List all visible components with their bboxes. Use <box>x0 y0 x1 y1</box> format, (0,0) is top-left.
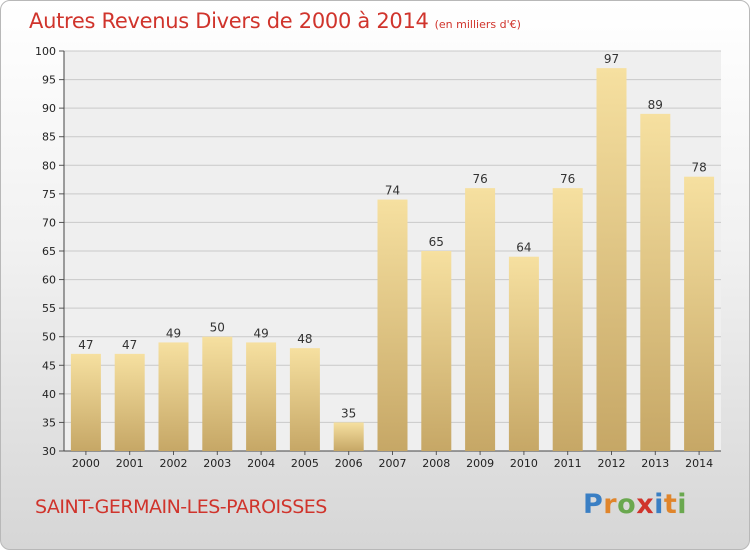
logo-letter: o <box>617 489 637 520</box>
y-tick-label: 35 <box>42 416 56 429</box>
x-tick-label: 2010 <box>510 457 538 470</box>
y-tick-label: 50 <box>42 331 56 344</box>
y-tick-label: 85 <box>42 131 56 144</box>
data-label: 47 <box>122 338 137 352</box>
data-label: 49 <box>166 326 181 340</box>
bar-2009 <box>465 188 496 451</box>
x-tick-label: 2005 <box>291 457 319 470</box>
x-tick-label: 2004 <box>247 457 275 470</box>
data-label: 64 <box>516 241 531 255</box>
bar-2000 <box>70 353 101 451</box>
bar-2001 <box>114 353 145 451</box>
data-label: 78 <box>691 161 706 175</box>
x-tick-label: 2007 <box>379 457 407 470</box>
data-label: 50 <box>210 321 225 335</box>
x-tick-label: 2008 <box>422 457 450 470</box>
y-tick-label: 30 <box>42 445 56 458</box>
bar-2004 <box>246 342 277 451</box>
data-label: 74 <box>385 184 400 198</box>
bar-2010 <box>508 256 539 451</box>
y-tick-label: 75 <box>42 188 56 201</box>
x-tick-label: 2000 <box>72 457 100 470</box>
data-label: 47 <box>78 338 93 352</box>
data-label: 76 <box>472 172 487 186</box>
commune-name: SAINT-GERMAIN-LES-PAROISSES <box>35 496 327 518</box>
title-unit: (en milliers d'€) <box>434 18 521 31</box>
data-label: 76 <box>560 172 575 186</box>
data-label: 49 <box>253 326 268 340</box>
data-label: 35 <box>341 406 356 420</box>
logo-letter: x <box>636 489 655 520</box>
logo-letter: i <box>654 489 664 520</box>
logo-letter: r <box>603 489 618 520</box>
bar-2011 <box>552 188 583 451</box>
y-tick-label: 100 <box>35 45 56 58</box>
logo-letter: P <box>583 489 604 520</box>
y-tick-label: 70 <box>42 216 56 229</box>
x-tick-label: 2014 <box>685 457 713 470</box>
y-tick-label: 90 <box>42 102 56 115</box>
x-tick-label: 2012 <box>598 457 626 470</box>
logo-letter: t <box>663 489 678 520</box>
title-text: Autres Revenus Divers de 2000 à 2014 <box>29 9 429 33</box>
bar-2002 <box>158 342 189 451</box>
x-tick-label: 2006 <box>335 457 363 470</box>
x-tick-label: 2003 <box>203 457 231 470</box>
y-tick-label: 95 <box>42 74 56 87</box>
y-tick-label: 65 <box>42 245 56 258</box>
x-tick-label: 2002 <box>160 457 188 470</box>
y-tick-label: 60 <box>42 274 56 287</box>
y-tick-label: 40 <box>42 388 56 401</box>
x-tick-label: 2009 <box>466 457 494 470</box>
chart-title: Autres Revenus Divers de 2000 à 2014 (en … <box>29 9 521 33</box>
bar-2006 <box>333 422 364 451</box>
x-tick-label: 2013 <box>641 457 669 470</box>
data-label: 65 <box>429 235 444 249</box>
logo-letter: i <box>677 489 688 520</box>
bar-2013 <box>640 113 671 451</box>
data-label: 48 <box>297 332 312 346</box>
y-tick-label: 55 <box>42 302 56 315</box>
bar-2008 <box>421 251 452 451</box>
proxiti-logo: Proxiti <box>583 489 687 520</box>
bar-2007 <box>377 199 408 451</box>
data-label: 97 <box>604 52 619 66</box>
y-tick-label: 80 <box>42 159 56 172</box>
bar-2014 <box>684 176 715 451</box>
x-tick-label: 2001 <box>116 457 144 470</box>
bar-2012 <box>596 68 627 452</box>
bar-2003 <box>202 336 233 451</box>
y-tick-label: 45 <box>42 359 56 372</box>
data-label: 89 <box>648 98 663 112</box>
bar-2005 <box>289 348 320 451</box>
x-tick-label: 2011 <box>554 457 582 470</box>
